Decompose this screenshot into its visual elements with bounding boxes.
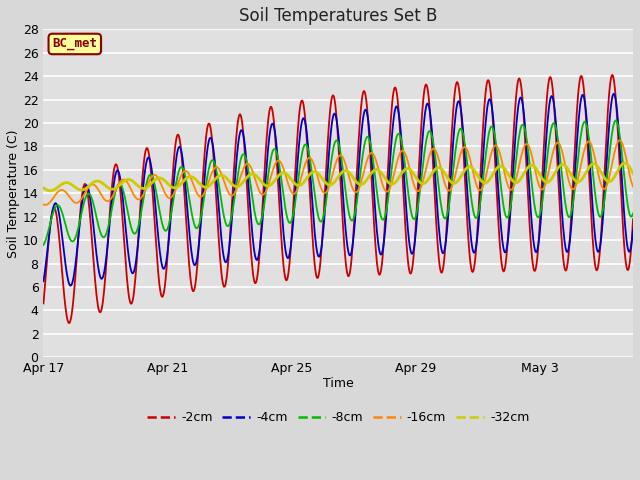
Legend: -2cm, -4cm, -8cm, -16cm, -32cm: -2cm, -4cm, -8cm, -16cm, -32cm xyxy=(142,406,534,429)
Text: BC_met: BC_met xyxy=(52,37,97,50)
Title: Soil Temperatures Set B: Soil Temperatures Set B xyxy=(239,7,438,25)
Y-axis label: Soil Temperature (C): Soil Temperature (C) xyxy=(7,129,20,258)
X-axis label: Time: Time xyxy=(323,377,354,390)
